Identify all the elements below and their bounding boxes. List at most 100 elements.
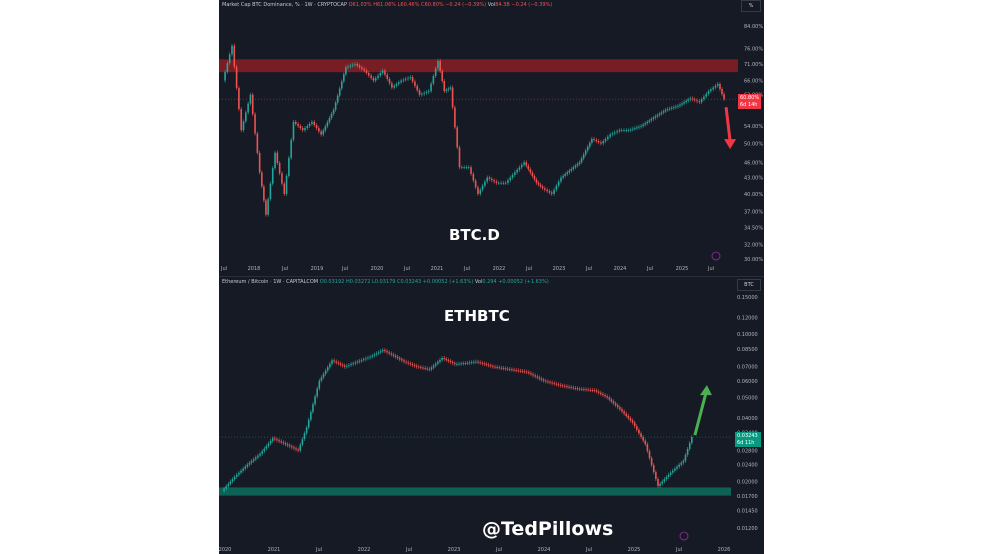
- candle-body: [465, 167, 468, 169]
- candle-body: [247, 103, 249, 113]
- y-tick-label: 37.00%: [744, 210, 763, 216]
- candle-body: [542, 379, 545, 381]
- candle-body: [462, 363, 465, 365]
- candle-body: [227, 483, 230, 487]
- candle-body: [638, 429, 640, 434]
- candle-body: [553, 383, 556, 384]
- x-tick-label: 2022: [493, 266, 506, 272]
- pane-separator[interactable]: [219, 276, 764, 277]
- candle-body: [470, 167, 472, 174]
- scale-mode-button[interactable]: %: [741, 0, 761, 12]
- candle-body: [318, 380, 321, 389]
- candle-body: [525, 371, 528, 373]
- low-value: L60.46%: [397, 2, 420, 8]
- candle-body: [261, 172, 263, 187]
- candle-body: [368, 73, 370, 76]
- candle-body: [548, 191, 551, 193]
- candle-body: [490, 178, 493, 181]
- candle-body: [642, 124, 644, 126]
- candle-body: [418, 90, 421, 95]
- candle-body: [267, 443, 270, 447]
- candle-body: [511, 369, 513, 371]
- ethbtc-chart[interactable]: 0.15000 0.12000 0.10000 0.08500 0.07000 0.060…: [219, 277, 764, 554]
- candle-body: [500, 367, 503, 369]
- candle-body: [566, 386, 568, 388]
- candle-body: [229, 481, 232, 484]
- legend-header: Ethereum / Bitcoin · 1W · CAPITALCOM O0.…: [222, 279, 549, 285]
- candle-body: [636, 127, 638, 129]
- candle-body: [654, 116, 657, 118]
- candle-body: [336, 95, 339, 103]
- y-tick-label: 50.00%: [744, 141, 763, 147]
- candle-body: [523, 371, 526, 373]
- candle-body: [655, 472, 657, 480]
- candle-body: [536, 376, 539, 378]
- candle-body: [475, 361, 477, 363]
- candle-body: [509, 177, 512, 181]
- candle-body: [443, 81, 446, 92]
- x-tick-label: 2019: [311, 266, 324, 272]
- candle-body: [591, 390, 594, 391]
- symbol-label[interactable]: Market Cap BTC Dominance, % · 1W · CRYPT…: [222, 2, 347, 8]
- high-value: H61.06%: [373, 2, 397, 8]
- candle-body: [721, 89, 723, 95]
- last-price-badge: 60.80% 6d 14h: [738, 94, 761, 109]
- candle-body: [555, 185, 558, 190]
- candle-body: [597, 391, 600, 393]
- candle-body: [623, 411, 625, 414]
- candle-body: [254, 114, 256, 134]
- candle-body: [625, 413, 628, 416]
- candle-body: [652, 465, 655, 473]
- candle-body: [583, 389, 585, 390]
- btc-dominance-chart[interactable]: 84.00%76.00%71.00%66.00%62.00%54.00%50.0…: [219, 0, 764, 276]
- candle-body: [644, 123, 646, 125]
- currency-button[interactable]: BTC: [737, 279, 761, 291]
- candle-body: [417, 366, 420, 368]
- open-value: O0.03192: [319, 279, 345, 285]
- candle-body: [333, 360, 335, 362]
- candle-body: [665, 477, 668, 480]
- candle-body: [486, 177, 488, 182]
- change-value: −0.24 (−0.39%): [445, 2, 487, 8]
- candle-body: [263, 448, 266, 452]
- candle-body: [238, 472, 240, 475]
- candle-body: [646, 121, 648, 124]
- candle-body: [441, 70, 444, 82]
- candle-body: [479, 189, 482, 194]
- candle-body: [516, 169, 518, 173]
- candle-body: [271, 438, 274, 441]
- y-tick-label: 0.10000: [737, 332, 758, 338]
- candle-body: [311, 121, 313, 124]
- candle-body: [354, 64, 356, 65]
- candle-body: [574, 387, 577, 389]
- candle-body: [656, 115, 659, 117]
- candle-body: [290, 139, 292, 158]
- candle-body: [607, 136, 609, 139]
- candle-body: [228, 54, 231, 64]
- candle-body: [658, 113, 661, 116]
- candle-body: [290, 446, 293, 448]
- candle-body: [322, 130, 325, 135]
- candle-body: [470, 362, 473, 364]
- y-tick-label: 32.00%: [744, 242, 763, 248]
- y-tick-label: 0.01200: [737, 526, 758, 532]
- candle-body: [477, 361, 479, 363]
- candle-body: [345, 67, 347, 75]
- candle-body: [640, 125, 642, 127]
- candle-body: [439, 60, 441, 71]
- candle-body: [529, 169, 532, 173]
- candle-body: [394, 355, 397, 357]
- candle-body: [398, 358, 401, 360]
- open-value: O61.03%: [348, 2, 372, 8]
- candle-body: [534, 375, 537, 377]
- candle-body: [572, 387, 575, 389]
- candle-body: [407, 78, 409, 79]
- x-tick-label: 2024: [538, 547, 551, 553]
- symbol-label[interactable]: Ethereum / Bitcoin · 1W · CAPITALCOM: [222, 279, 319, 285]
- candle-body: [681, 103, 683, 105]
- candle-body: [666, 109, 669, 110]
- candle-body: [619, 407, 621, 410]
- candle-body: [660, 112, 663, 114]
- candle-body: [611, 133, 614, 135]
- candle-body: [564, 174, 567, 176]
